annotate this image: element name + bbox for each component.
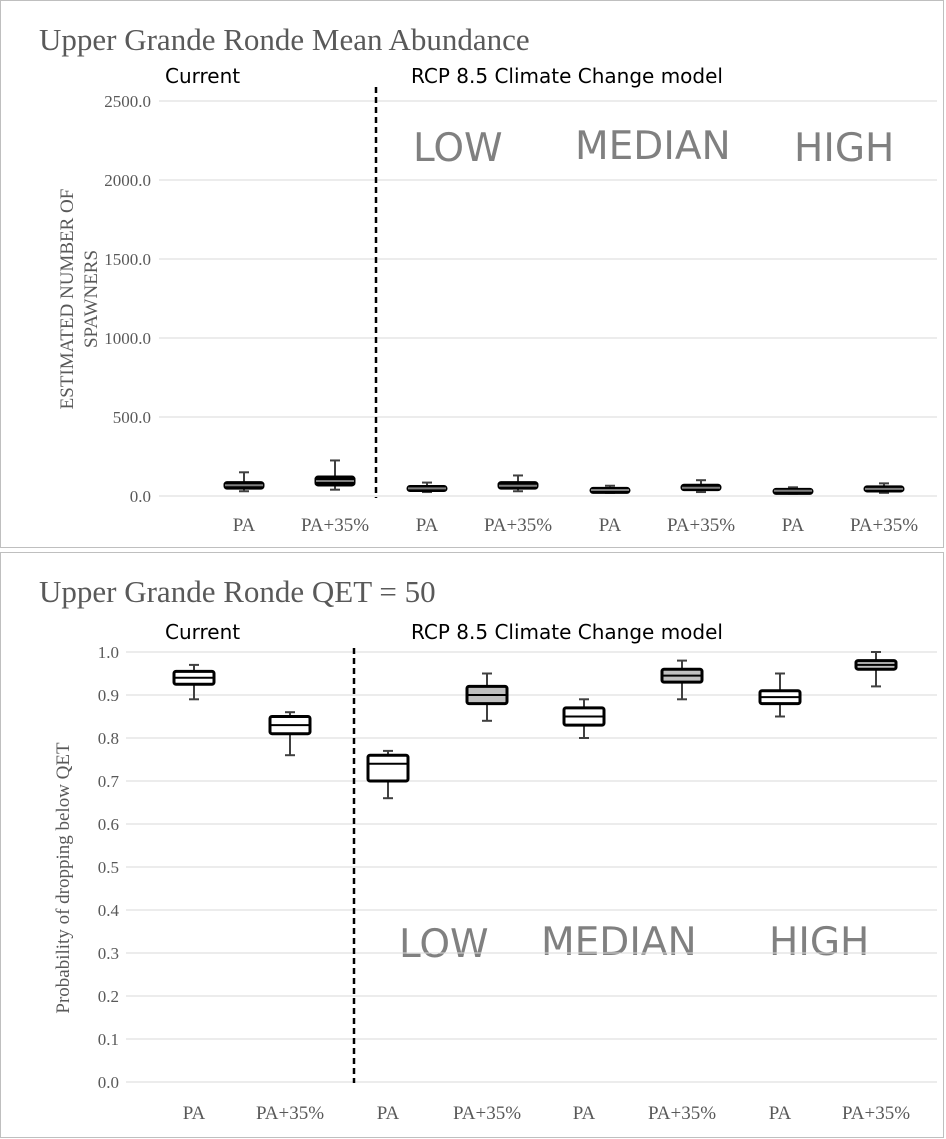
box-plot [465,672,509,722]
x-category-label: PA+35% [648,1103,716,1124]
x-category-label: PA+35% [453,1103,521,1124]
y-tick-label: 500.0 [113,408,151,427]
chart-title: Upper Grande Ronde QET = 50 [39,574,436,609]
box-plot [497,474,539,493]
section-label-current: Current [165,620,240,644]
box-plot [854,651,898,688]
y-tick-label: 0.9 [98,686,119,705]
x-category-label: PA+35% [484,515,552,536]
x-category-label: PA [233,515,256,536]
box-plot [172,663,216,701]
qet-chart: Upper Grande Ronde QET = 50 Current RCP … [39,574,937,1124]
box-plot [223,471,265,493]
x-category-label: PA+35% [667,515,735,536]
x-category-label: PA [573,1103,596,1124]
y-tick-label: 0.6 [98,815,119,834]
section-label-current: Current [165,64,240,88]
scenario-label-low: LOW [399,922,489,967]
abundance-chart-panel: Upper Grande Ronde Mean Abundance Curren… [0,0,944,548]
section-label-rcp: RCP 8.5 Climate Change model [411,620,723,644]
y-tick-label: 0.4 [98,901,120,920]
x-category-label: PA+35% [301,515,369,536]
y-tick-label: 0.3 [98,944,119,963]
box-plot [863,482,905,494]
chart-title: Upper Grande Ronde Mean Abundance [39,22,530,57]
box-plot [562,698,606,739]
x-category-label: PA+35% [842,1103,910,1124]
box-plot [680,479,722,494]
x-category-label: PA [377,1103,400,1124]
y-tick-label: 2000.0 [104,171,151,190]
y-tick-label: 0.0 [98,1073,119,1092]
box-plot [406,481,448,494]
y-tick-label: 1.0 [98,643,119,662]
y-tick-label: 0.8 [98,729,119,748]
box-plot [314,459,356,491]
box [366,753,410,783]
y-tick-label: 0.2 [98,987,119,1006]
scenario-label-high: HIGH [794,126,894,171]
box-plot [589,484,631,494]
box-plot [758,672,802,718]
x-category-label: PA [769,1103,792,1124]
y-axis-label: Probability of dropping below QET [53,742,74,1014]
scenario-label-median: MEDIAN [575,124,731,169]
x-category-label: PA [183,1103,206,1124]
y-tick-label: 1000.0 [104,329,151,348]
x-category-label: PA+35% [256,1103,324,1124]
scenario-label-low: LOW [413,126,503,171]
y-axis-label-line-2: SPAWNERS [81,250,102,348]
section-label-rcp: RCP 8.5 Climate Change model [411,64,723,88]
y-tick-label: 0.0 [130,487,151,506]
y-axis-label-line-1: ESTIMATED NUMBER OF [57,189,78,410]
y-tick-label: 1500.0 [104,250,151,269]
x-category-label: PA [416,515,439,536]
abundance-chart: Upper Grande Ronde Mean Abundance Curren… [39,22,937,536]
scenario-label-median: MEDIAN [541,920,697,965]
box-plot [366,749,410,800]
y-tick-label: 0.1 [98,1030,119,1049]
y-tick-label: 2500.0 [104,92,151,111]
y-tick-label: 0.7 [98,772,120,791]
scenario-label-high: HIGH [769,920,869,965]
box-plot [660,659,704,701]
box-plot [772,486,814,495]
x-category-label: PA [599,515,622,536]
x-category-label: PA+35% [850,515,918,536]
x-category-label: PA [782,515,805,536]
y-tick-label: 0.5 [98,858,119,877]
qet-chart-panel: Upper Grande Ronde QET = 50 Current RCP … [0,552,944,1138]
box-plot [268,711,312,757]
